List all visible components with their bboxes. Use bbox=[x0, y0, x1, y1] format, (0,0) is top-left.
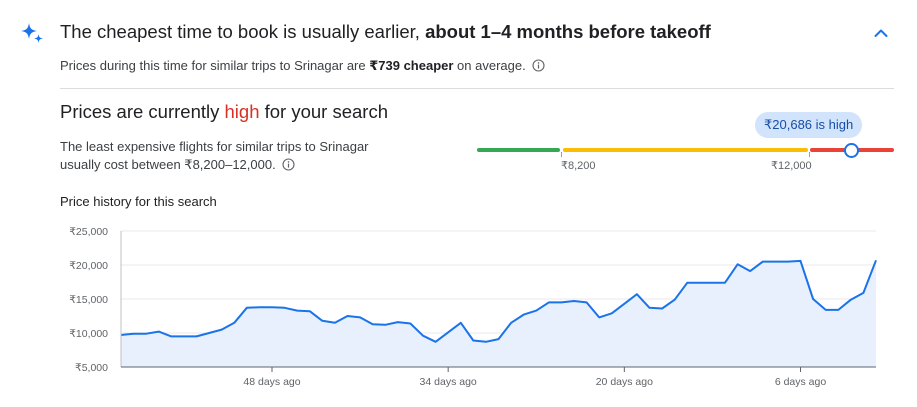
booking-advice-headline: The cheapest time to book is usually ear… bbox=[60, 21, 711, 43]
range-high-label: ₹12,000 bbox=[771, 160, 812, 172]
price-area bbox=[121, 260, 876, 367]
info-icon[interactable] bbox=[282, 158, 295, 171]
current-price-badge: ₹20,686 is high bbox=[755, 112, 863, 138]
subtitle-suffix: on average. bbox=[453, 58, 526, 73]
price-range-typical-segment bbox=[563, 148, 808, 152]
x-tick-label: 34 days ago bbox=[420, 376, 477, 388]
range-high-tick bbox=[809, 152, 810, 157]
y-tick-label: ₹10,000 bbox=[69, 328, 108, 340]
x-tick-label: 48 days ago bbox=[243, 376, 300, 388]
price-level-title: Prices are currently high for your searc… bbox=[60, 101, 388, 123]
y-tick-label: ₹15,000 bbox=[69, 294, 108, 306]
price-range-low-segment bbox=[477, 148, 560, 152]
price-range-text: usually cost between ₹8,200–12,000. bbox=[60, 157, 276, 172]
range-low-label: ₹8,200 bbox=[561, 160, 596, 172]
range-low-tick bbox=[561, 152, 562, 157]
section-divider bbox=[60, 88, 894, 89]
y-tick-label: ₹25,000 bbox=[69, 226, 108, 238]
subtitle-savings: ₹739 cheaper bbox=[369, 58, 454, 73]
sparkle-icon bbox=[21, 23, 43, 43]
x-tick-label: 6 days ago bbox=[775, 376, 827, 388]
price-range-line-2: usually cost between ₹8,200–12,000. bbox=[60, 156, 420, 174]
y-tick-label: ₹20,000 bbox=[69, 260, 108, 272]
x-tick-label: 20 days ago bbox=[596, 376, 653, 388]
headline-bold: about 1–4 months before takeoff bbox=[425, 21, 711, 42]
price-line bbox=[120, 259, 877, 343]
price-history-title: Price history for this search bbox=[60, 194, 217, 209]
price-range-description: The least expensive flights for similar … bbox=[60, 138, 420, 174]
price-level-word: high bbox=[224, 101, 260, 122]
headline-prefix: The cheapest time to book is usually ear… bbox=[60, 21, 426, 42]
price-range-line-1: The least expensive flights for similar … bbox=[60, 139, 369, 154]
booking-advice-subtitle: Prices during this time for similar trip… bbox=[60, 58, 545, 74]
price-history-chart: ₹5,000 ₹10,000 ₹15,000 ₹20,000 ₹25,000 48 day… bbox=[69, 226, 877, 388]
current-price-marker bbox=[844, 143, 859, 158]
subtitle-prefix: Prices during this time for similar trip… bbox=[60, 58, 370, 73]
info-icon[interactable] bbox=[532, 59, 545, 72]
chevron-up-icon[interactable] bbox=[870, 22, 892, 44]
price-level-prefix: Prices are currently bbox=[60, 101, 225, 122]
price-level-suffix: for your search bbox=[259, 101, 389, 122]
y-tick-label: ₹5,000 bbox=[75, 362, 108, 374]
